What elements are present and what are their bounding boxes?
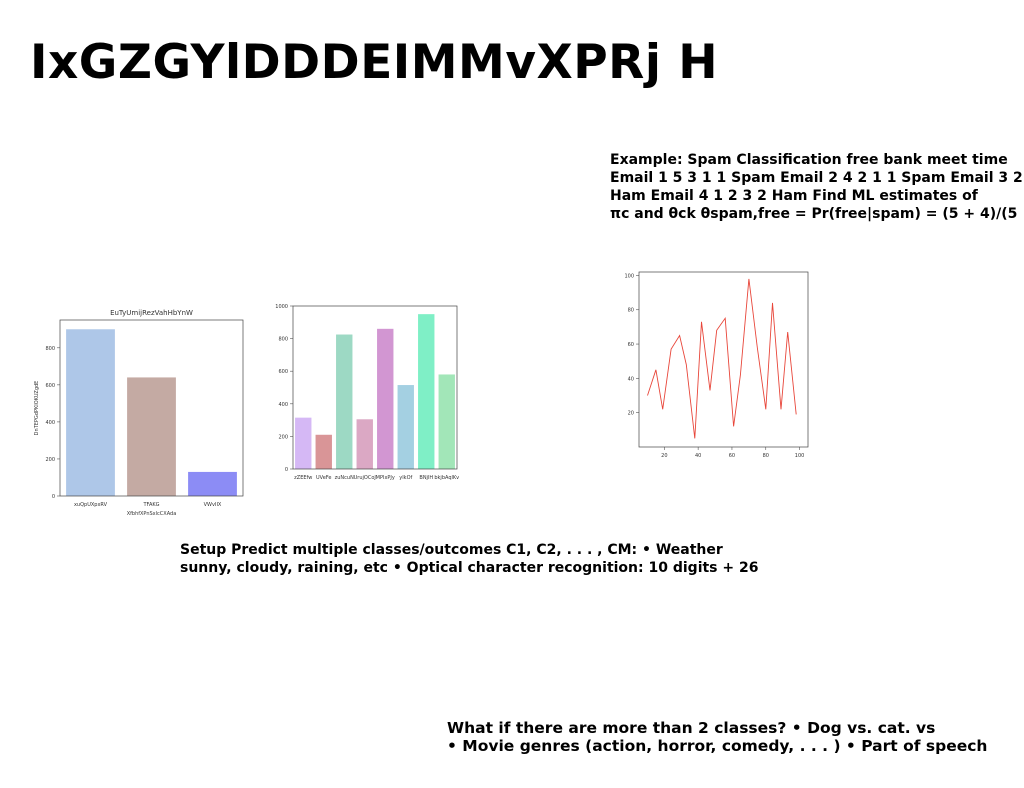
bar bbox=[127, 377, 176, 496]
bar bbox=[397, 385, 414, 469]
x-tick-label: yIkOf bbox=[399, 475, 412, 481]
x-tick-label: 20 bbox=[661, 453, 667, 459]
x-tick-label: xuQpUXpxRV bbox=[74, 502, 108, 508]
bar bbox=[336, 334, 353, 469]
bar-chart-1: xuQpUXpxRV TFAKG VWvIIX 0 200 400 600 800 EuTyUm… bbox=[34, 309, 244, 517]
bar bbox=[295, 417, 312, 469]
x-tick-label: zuNcuN bbox=[335, 475, 354, 481]
bar bbox=[418, 314, 435, 469]
x-tick-label: bkjbAqlKv bbox=[434, 475, 459, 481]
bar bbox=[66, 329, 115, 496]
bar bbox=[315, 434, 332, 469]
y-tick-label: 200 bbox=[278, 434, 288, 440]
y-tick-label: 0 bbox=[52, 494, 55, 500]
x-tick-label: zZEEfw bbox=[294, 475, 312, 481]
page-title: IxGZGYlDDDEIMMvXPRj H bbox=[30, 35, 719, 90]
x-tick-label: TFAKG bbox=[142, 502, 159, 508]
y-tick-label: 40 bbox=[628, 376, 634, 382]
x-tick-label: UVeFe bbox=[316, 475, 331, 481]
y-tick-label: 0 bbox=[285, 467, 288, 473]
x-tick-label: UrujOCoJ bbox=[354, 475, 376, 481]
setup-line: sunny, cloudy, raining, etc • Optical ch… bbox=[180, 560, 759, 576]
y-tick-label: 400 bbox=[45, 420, 55, 426]
y-axis-label: DnTEPGdPKIOKUZgdE bbox=[34, 381, 40, 436]
y-tick-label: 800 bbox=[45, 346, 55, 352]
y-tick-label: 100 bbox=[624, 273, 634, 279]
y-tick-label: 600 bbox=[45, 383, 55, 389]
x-tick-label: 80 bbox=[763, 453, 769, 459]
x-axis-label: XfbhfXPnSxlcCXAda bbox=[127, 511, 177, 517]
x-tick-label: MPIxPJy bbox=[376, 475, 395, 481]
y-tick-label: 20 bbox=[628, 411, 634, 417]
x-tick-label: 100 bbox=[795, 453, 805, 459]
plot-frame bbox=[638, 271, 809, 448]
y-tick-label: 600 bbox=[278, 369, 288, 375]
example-line: Email 1 5 3 1 1 Spam Email 2 4 2 1 1 Spa… bbox=[610, 170, 1024, 186]
x-tick-label: VWvIIX bbox=[204, 502, 222, 508]
more-classes-line: What if there are more than 2 classes? •… bbox=[447, 719, 936, 737]
plot-frame bbox=[59, 319, 244, 497]
chart-title: EuTyUmijRezVahHbYnW bbox=[110, 309, 193, 317]
y-tick-label: 60 bbox=[628, 342, 634, 348]
y-tick-label: 80 bbox=[628, 308, 634, 314]
example-line: Ham Email 4 1 2 3 2 Ham Find ML estimate… bbox=[610, 188, 978, 204]
bar bbox=[356, 419, 373, 469]
bar-chart-2: zZEEfw UVeFe zuNcuN UrujOCoJ MPIxPJy yIkOf BNj… bbox=[275, 304, 459, 481]
example-line: πc and θck θspam,free = Pr(free|spam) = … bbox=[610, 206, 1018, 222]
example-line: Example: Spam Classification free bank m… bbox=[610, 152, 1008, 168]
y-tick-label: 400 bbox=[278, 402, 288, 408]
x-tick-label: 60 bbox=[729, 453, 735, 459]
setup-line: Setup Predict multiple classes/outcomes … bbox=[180, 542, 723, 558]
series-line bbox=[647, 278, 797, 439]
bar bbox=[438, 374, 455, 469]
example-text-block: Example: Spam Classification free bank m… bbox=[610, 151, 1024, 223]
x-tick-label: BNjlH bbox=[419, 475, 433, 481]
y-tick-label: 1000 bbox=[275, 304, 288, 310]
line-chart: 20 40 60 80 100 20 40 60 80 100 bbox=[624, 271, 809, 459]
y-tick-label: 800 bbox=[278, 337, 288, 343]
setup-text-block: Setup Predict multiple classes/outcomes … bbox=[180, 541, 758, 577]
plot-frame bbox=[292, 305, 458, 470]
y-tick-label: 200 bbox=[45, 457, 55, 463]
bar bbox=[188, 471, 237, 496]
more-classes-line: • Movie genres (action, horror, comedy, … bbox=[447, 737, 988, 755]
x-tick-label: 40 bbox=[695, 453, 701, 459]
bar bbox=[377, 328, 394, 469]
more-classes-text-block: What if there are more than 2 classes? •… bbox=[447, 719, 987, 755]
